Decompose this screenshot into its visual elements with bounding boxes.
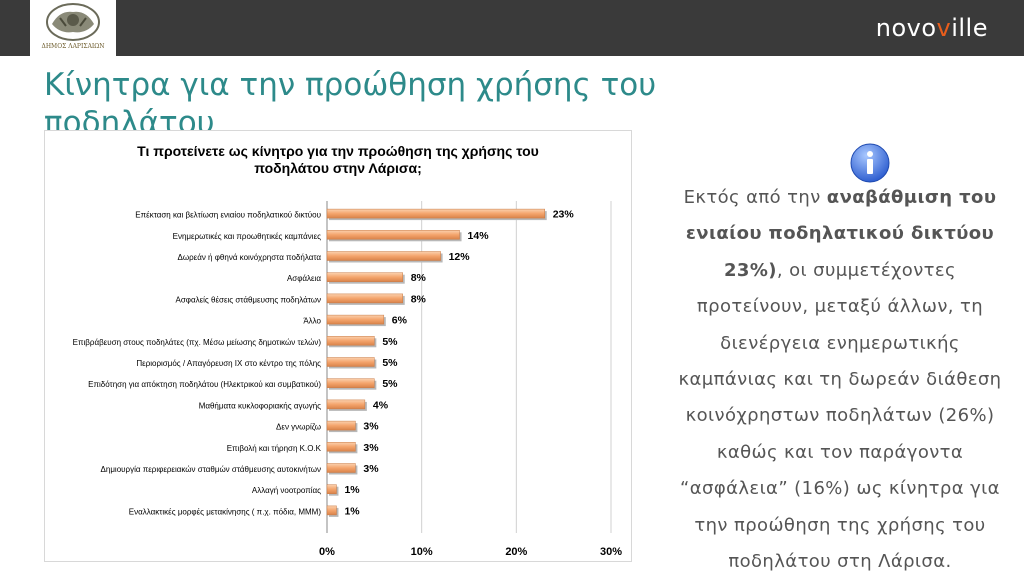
- x-tick-label: 30%: [600, 546, 622, 558]
- value-label: 3%: [363, 442, 379, 454]
- brand-accent: v: [936, 14, 952, 42]
- info-icon: [849, 142, 891, 184]
- bar: [326, 378, 375, 388]
- value-label: 6%: [392, 315, 408, 327]
- value-label: 4%: [373, 399, 389, 411]
- chart-title-line-1: Τι προτείνετε ως κίνητρο για την προώθησ…: [137, 143, 539, 159]
- municipality-name: ΔΗΜΟΣ ΛΑΡΙΣΑΙΩΝ: [41, 43, 105, 50]
- bar: [326, 336, 375, 346]
- bar: [326, 399, 366, 410]
- brand-part-2: ille: [951, 14, 988, 42]
- category-label: Επιδότηση για απόκτηση ποδηλάτου (Ηλεκτρ…: [88, 380, 321, 389]
- value-label: 14%: [468, 230, 490, 242]
- bar: [326, 357, 375, 367]
- brand-logo: novoville: [876, 14, 988, 42]
- bar: [326, 420, 356, 431]
- value-label: 8%: [411, 272, 427, 284]
- category-label: Μαθήματα κυκλοφοριακής αγωγής: [199, 401, 321, 410]
- info-line: προτείνουν, μεταξύ άλλων, τη: [696, 296, 984, 318]
- bar: [326, 272, 403, 282]
- top-bar: ΔΗΜΟΣ ΛΑΡΙΣΑΙΩΝ novoville: [0, 0, 1024, 56]
- brand-part-1: novo: [875, 14, 937, 42]
- info-line: κοινόχρηστων ποδηλάτων (26%): [685, 405, 995, 427]
- x-tick-label: 0%: [319, 546, 335, 558]
- bar: [326, 505, 337, 516]
- chart-container: Τι προτείνετε ως κίνητρο για την προώθησ…: [44, 130, 632, 562]
- category-label: Ασφάλεια: [287, 274, 321, 283]
- category-label: Επιβράβευση στους ποδηλάτες (πχ. Μέσω με…: [73, 338, 322, 347]
- value-label: 3%: [363, 421, 379, 433]
- info-description: Εκτός από την αναβάθμιση του ενιαίου ποδ…: [660, 180, 1020, 580]
- category-label: Δωρεάν ή φθηνά κοινόχρηστα ποδήλατα: [178, 253, 322, 262]
- value-label: 5%: [382, 357, 398, 369]
- chart-title-line-2: ποδηλάτου στην Λάρισα;: [254, 160, 422, 176]
- category-label: Εναλλακτικές μορφές μετακίνησης ( π.χ. π…: [129, 507, 322, 516]
- info-line: “ασφάλεια” (16%) ως κίνητρα για: [680, 478, 1000, 500]
- category-label: Ενημερωτικές και προωθητικές καμπάνιες: [173, 232, 322, 241]
- municipality-emblem-icon: [43, 3, 103, 41]
- info-line: την προώθηση της χρήσης του: [694, 514, 986, 536]
- x-tick-label: 10%: [411, 546, 433, 558]
- info-line: καμπάνιας και τη δωρεάν διάθεση: [678, 369, 1002, 391]
- category-label: Δεν γνωρίζω: [276, 423, 321, 432]
- value-label: 5%: [382, 378, 398, 390]
- info-line: 23%), οι συμμετέχοντες: [723, 259, 956, 281]
- category-label: Άλλο: [303, 317, 321, 326]
- bar: [326, 484, 337, 494]
- bar: [326, 442, 356, 452]
- category-label: Ασφαλείς θέσεις στάθμευσης ποδηλάτων: [175, 295, 321, 304]
- info-line: διενέργεια ενημερωτικής: [720, 332, 960, 354]
- category-label: Επέκταση και βελτίωση ενιαίου ποδηλατικο…: [135, 211, 321, 220]
- category-label: Περιορισμός / Απαγόρευση ΙΧ στο κέντρο τ…: [136, 359, 321, 368]
- municipality-logo: ΔΗΜΟΣ ΛΑΡΙΣΑΙΩΝ: [30, 0, 116, 56]
- bar: [326, 208, 545, 219]
- value-label: 3%: [363, 463, 379, 475]
- info-line: ποδηλάτου στη Λάρισα.: [728, 551, 952, 573]
- value-label: 12%: [449, 251, 471, 263]
- bar: [326, 230, 460, 240]
- info-line: Εκτός από την αναβάθμιση του: [683, 187, 997, 208]
- bar: [326, 314, 385, 325]
- category-label: Δημιουργία περιφερειακών σταθμών στάθμευ…: [101, 465, 321, 474]
- category-label: Αλλαγή νοοτροπίας: [252, 486, 321, 495]
- chart-title: Τι προτείνετε ως κίνητρο για την προώθησ…: [45, 143, 631, 177]
- bar: [326, 463, 356, 473]
- value-label: 5%: [382, 336, 398, 348]
- bar: [326, 293, 403, 304]
- bar-chart: 0% 10% 20% 30% Επέκταση και βελτίωση ενιαίου…: [73, 201, 622, 558]
- page-title: Κίνητρα για την προώθηση χρήσης του ποδη…: [44, 67, 657, 130]
- value-label: 1%: [344, 505, 360, 517]
- category-label: Επιβολή και τήρηση Κ.Ο.Κ: [227, 444, 322, 453]
- x-tick-label: 20%: [505, 546, 527, 558]
- bar: [326, 251, 441, 261]
- info-line: ενιαίου ποδηλατικού δικτύου: [685, 223, 995, 245]
- info-line: καθώς και τον παράγοντα: [716, 441, 964, 463]
- value-label: 1%: [344, 484, 360, 496]
- value-label: 23%: [553, 209, 575, 221]
- value-label: 8%: [411, 293, 427, 305]
